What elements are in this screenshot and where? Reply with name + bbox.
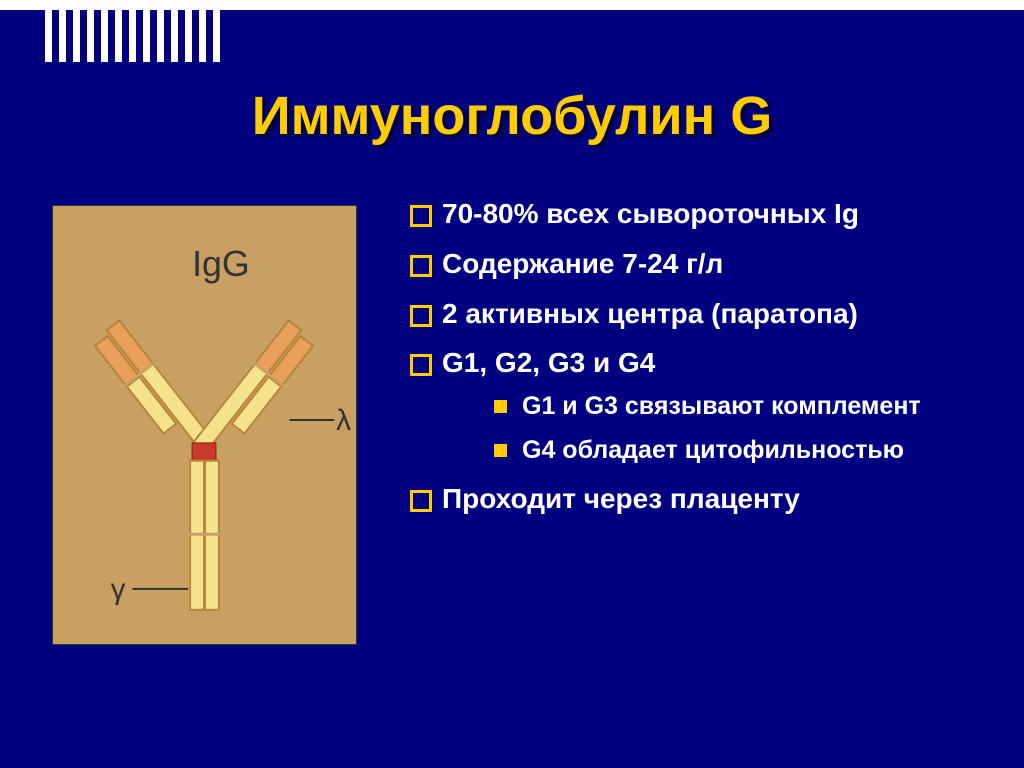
bullet-item: 2 активных центра (паратопа) — [410, 295, 994, 333]
bullet-text: G1, G2, G3 и G4 — [442, 347, 655, 378]
bullet-item: G1, G2, G3 и G4 G1 и G3 связывают компле… — [410, 344, 994, 467]
sub-bullet-text: G1 и G3 связывают комплемент — [522, 392, 921, 420]
slide-title: Иммуноглобулин G — [0, 85, 1024, 147]
header-bars — [45, 10, 220, 62]
diagram-label-igg: IgG — [192, 244, 250, 284]
diagram-label-lambda: λ — [336, 404, 351, 437]
content-area: 70-80% всех сывороточных Ig Содержание 7… — [390, 195, 994, 529]
bullet-item: Содержание 7-24 г/л — [410, 245, 994, 283]
bullet-text: 2 активных центра (паратопа) — [442, 298, 858, 329]
bullet-text: Содержание 7-24 г/л — [442, 248, 723, 279]
main-list: 70-80% всех сывороточных Ig Содержание 7… — [410, 195, 994, 517]
sub-bullet-item: G4 обладает цитофильностью — [494, 434, 994, 468]
bullet-item: 70-80% всех сывороточных Ig — [410, 195, 994, 233]
sub-bullet-text: G4 обладает цитофильностью — [522, 436, 904, 464]
top-border — [0, 0, 1024, 10]
bullet-item: Проходит через плаценту — [410, 480, 994, 518]
sub-list: G1 и G3 связывают комплемент G4 обладает… — [494, 390, 994, 468]
bullet-text: Проходит через плаценту — [442, 483, 800, 514]
bullet-text: 70-80% всех сывороточных Ig — [442, 198, 859, 229]
igg-diagram: IgG λ γ — [52, 205, 357, 645]
sub-bullet-item: G1 и G3 связывают комплемент — [494, 390, 994, 424]
diagram-label-gamma: γ — [111, 573, 126, 606]
